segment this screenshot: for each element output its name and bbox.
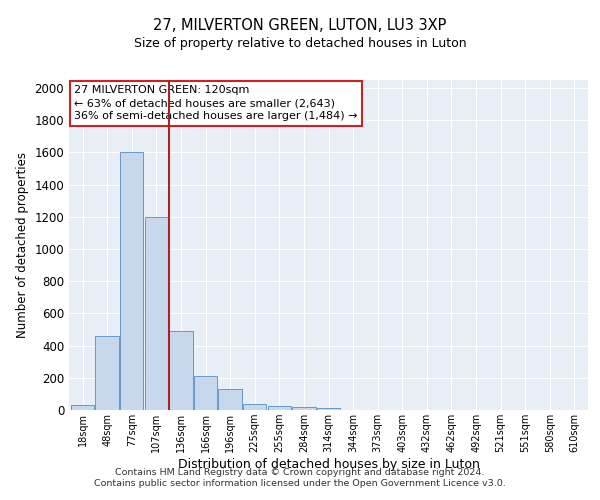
Y-axis label: Number of detached properties: Number of detached properties [16, 152, 29, 338]
Text: 27, MILVERTON GREEN, LUTON, LU3 3XP: 27, MILVERTON GREEN, LUTON, LU3 3XP [154, 18, 446, 32]
Bar [218, 389, 242, 410]
Bar [169, 331, 193, 410]
Bar [145, 217, 168, 410]
Bar [243, 404, 266, 410]
X-axis label: Distribution of detached houses by size in Luton: Distribution of detached houses by size … [178, 458, 479, 471]
Text: 27 MILVERTON GREEN: 120sqm
← 63% of detached houses are smaller (2,643)
36% of s: 27 MILVERTON GREEN: 120sqm ← 63% of deta… [74, 85, 358, 122]
Bar [268, 406, 291, 410]
Bar [71, 405, 94, 410]
Bar [292, 407, 316, 410]
Bar [317, 408, 340, 410]
Text: Size of property relative to detached houses in Luton: Size of property relative to detached ho… [134, 38, 466, 51]
Bar [95, 336, 119, 410]
Bar [120, 152, 143, 410]
Text: Contains HM Land Registry data © Crown copyright and database right 2024.
Contai: Contains HM Land Registry data © Crown c… [94, 468, 506, 487]
Bar [194, 376, 217, 410]
